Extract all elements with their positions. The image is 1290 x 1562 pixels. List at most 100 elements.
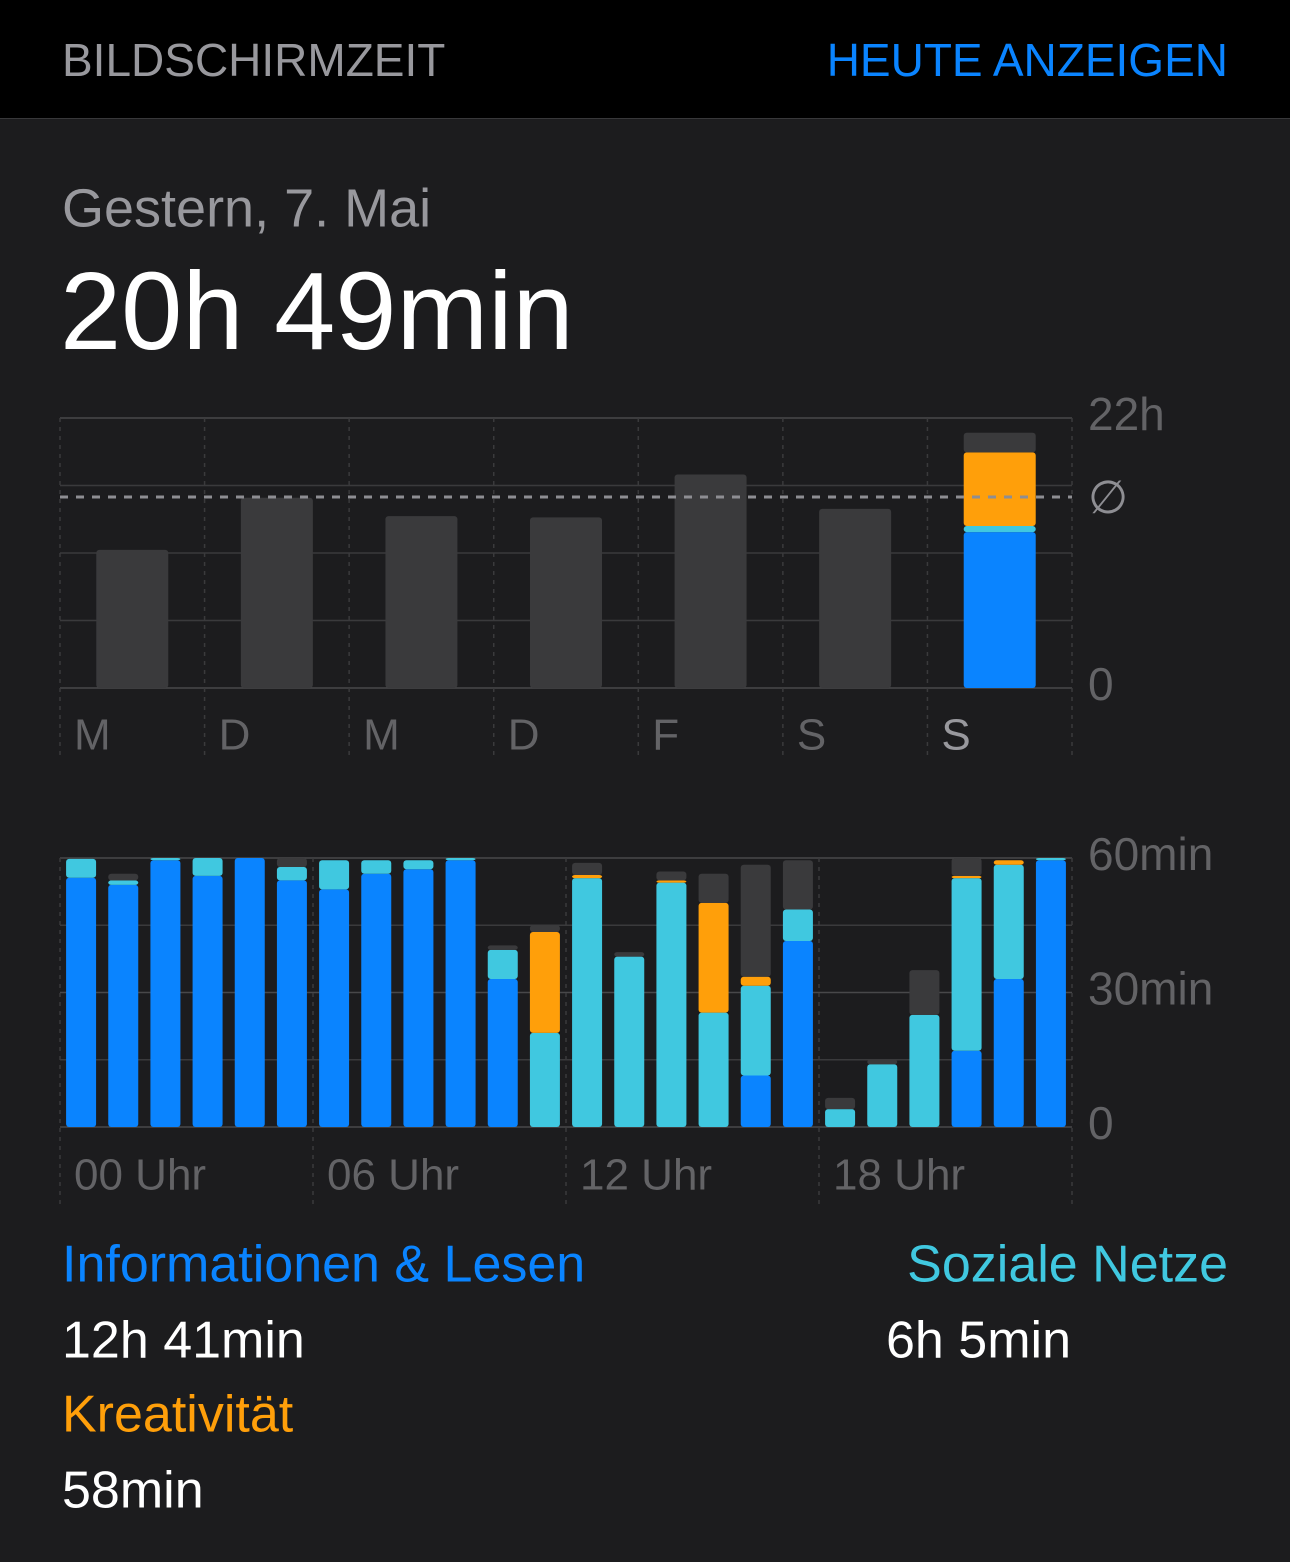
x-tick-label: M [74, 711, 111, 760]
legend-name: Informationen & Lesen [62, 1236, 585, 1294]
bar-segment [740, 864, 771, 977]
bar-segment [963, 432, 1036, 453]
bar-segment [361, 860, 392, 874]
bar-segment [319, 889, 350, 1127]
bar-segment [276, 858, 307, 867]
bar-segment [108, 873, 139, 881]
bar-segment [276, 866, 307, 881]
x-tick-label: S [941, 711, 970, 760]
bar-segment [1035, 858, 1066, 861]
bar-segment [951, 875, 982, 879]
bar-segment [674, 474, 747, 688]
legend-name: Soziale Netze [907, 1236, 1228, 1294]
bar-segment [192, 875, 223, 1127]
legend-total: 58min [62, 1462, 204, 1520]
bar-segment [192, 858, 223, 876]
x-tick-label: D [508, 711, 540, 760]
average-label: ∅ [1088, 471, 1128, 523]
bar-segment [656, 871, 687, 881]
bar-segment [487, 949, 518, 980]
legend-total: 12h 41min [62, 1312, 305, 1370]
bar-segment [951, 878, 982, 1051]
bar-segment [614, 952, 645, 957]
bar-segment [361, 873, 392, 1127]
bar-segment [150, 860, 181, 1127]
bar-segment [825, 1109, 856, 1127]
bar-segment [487, 979, 518, 1127]
bar-segment [66, 877, 97, 1127]
bar-segment [403, 869, 434, 1127]
bar-segment [740, 976, 771, 986]
bar-segment [572, 878, 603, 1127]
bar-segment [740, 1075, 771, 1127]
bar-segment [240, 497, 313, 688]
total-time: 20h 49min [60, 250, 574, 373]
bar-segment [740, 985, 771, 1076]
bar-segment [108, 880, 139, 885]
show-today-button[interactable]: HEUTE ANZEIGEN [827, 34, 1228, 86]
bar-segment [951, 1050, 982, 1127]
x-tick-label: 18 Uhr [833, 1151, 965, 1200]
y-tick-label: 0 [1088, 1097, 1114, 1149]
date-label: Gestern, 7. Mai [62, 178, 431, 238]
bar-segment [445, 858, 476, 861]
bar-segment [529, 1032, 560, 1127]
bar-segment [993, 979, 1024, 1127]
top-bar [0, 0, 1290, 118]
legend-total: 6h 5min [886, 1312, 1071, 1370]
y-tick-label: 0 [1088, 658, 1114, 710]
x-tick-label: 06 Uhr [327, 1151, 459, 1200]
bar-segment [867, 1059, 898, 1065]
bar-segment [909, 970, 940, 1015]
bar-segment [1035, 860, 1066, 1127]
bar-segment [963, 526, 1036, 533]
x-tick-label: D [219, 711, 251, 760]
bar-segment [66, 858, 97, 878]
bar-segment [993, 860, 1024, 865]
bar-segment [403, 860, 434, 870]
bar-segment [963, 452, 1036, 526]
y-tick-label: 30min [1088, 963, 1213, 1015]
y-tick-label: 60min [1088, 828, 1213, 880]
bar-segment [825, 1097, 856, 1110]
bar-segment [530, 517, 602, 688]
bar-segment [951, 858, 982, 876]
bar-segment [782, 909, 813, 941]
legend-name: Kreativität [62, 1386, 294, 1444]
bar-segment [963, 532, 1036, 688]
bar-segment [385, 516, 458, 688]
bar-segment [782, 860, 813, 910]
x-tick-label: M [363, 711, 400, 760]
bar-segment [909, 1014, 940, 1127]
x-tick-label: 00 Uhr [74, 1151, 206, 1200]
bar-segment [529, 931, 560, 1033]
bar-segment [867, 1064, 898, 1127]
bar-segment [572, 862, 603, 876]
bar-segment [319, 860, 350, 890]
section-title: BILDSCHIRMZEIT [62, 34, 445, 86]
bar-segment [572, 875, 603, 879]
bar-segment [993, 864, 1024, 980]
y-tick-label: 22h [1088, 388, 1165, 440]
bar-segment [819, 508, 892, 688]
x-tick-label: S [797, 711, 826, 760]
bar-segment [108, 884, 139, 1127]
bar-segment [529, 925, 560, 932]
bar-segment [698, 902, 729, 1013]
bar-segment [234, 858, 265, 1127]
bar-segment [487, 945, 518, 950]
bar-segment [445, 860, 476, 1127]
bar-segment [150, 858, 181, 861]
bar-segment [276, 880, 307, 1127]
bar-segment [698, 1012, 729, 1127]
bar-segment [656, 882, 687, 1127]
bar-segment [698, 873, 729, 903]
bar-segment [96, 549, 169, 688]
bar-segment [782, 940, 813, 1127]
x-tick-label: F [652, 711, 679, 760]
bar-segment [656, 880, 687, 883]
bar-segment [614, 956, 645, 1127]
x-tick-label: 12 Uhr [580, 1151, 712, 1200]
